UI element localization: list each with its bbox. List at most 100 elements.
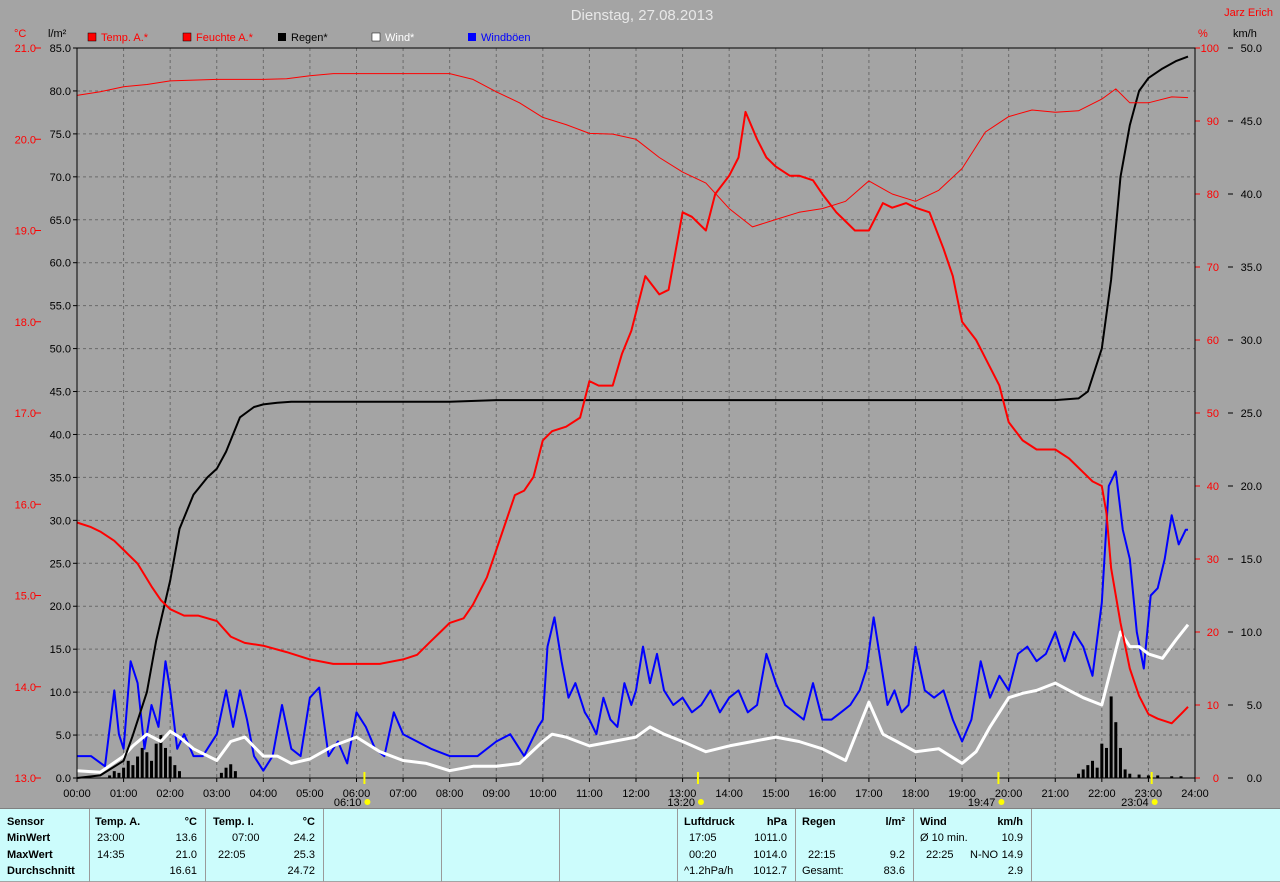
rain-bar (1114, 722, 1118, 778)
legend-swatch-rain (278, 33, 286, 41)
legend-label-wind: Wind* (385, 32, 415, 44)
row-label-max: MaxWert (7, 849, 53, 861)
humidity-tick-label: 10 (1207, 700, 1219, 712)
rain-bar (177, 771, 181, 778)
luftdruck-max-value: 1014.0 (753, 849, 787, 861)
row-label-min: MinWert (7, 832, 51, 844)
x-tick-label: 05:00 (296, 788, 324, 800)
empty-column-3 (560, 809, 678, 882)
wind-avg-value: 10.9 (1001, 832, 1023, 844)
rain-bar (145, 752, 149, 778)
temp-i-column: Temp. I. °C 07:00 24.2 22:05 25.3 24.72 (206, 809, 324, 882)
event-markers: 06:10 13:20 19:47 23:04 (334, 772, 1158, 808)
series-line-0 (76, 110, 1189, 725)
humidity-tick-label: 100 (1201, 43, 1219, 55)
temp-tick-label: 16.0 (15, 499, 36, 511)
rain-tick-label: 35.0 (50, 472, 71, 484)
x-tick-label: 19:00 (948, 788, 976, 800)
wind-max-dir: N-NO (970, 849, 999, 861)
temp-a-header: Temp. A. (95, 816, 141, 828)
rain-bar (233, 771, 237, 778)
wind-tick-label: 35.0 (1241, 262, 1262, 274)
regen-header: Regen (802, 816, 836, 828)
x-tick-label: 14:00 (715, 788, 743, 800)
x-tick-label: 02:00 (156, 788, 184, 800)
rain-bar (1179, 776, 1183, 778)
rain-tick-label: 25.0 (50, 558, 71, 570)
rain-bars (108, 696, 1183, 778)
series-line-1 (76, 73, 1189, 228)
sensor-header: Sensor (7, 816, 45, 828)
x-tick-label: 20:00 (995, 788, 1023, 800)
rain-bar (219, 772, 223, 778)
wind-tick-label: 20.0 (1241, 481, 1262, 493)
temp-axis-unit: °C (14, 28, 26, 40)
wind-tick-label: 10.0 (1241, 627, 1262, 639)
temp-a-column: Temp. A. °C 23:00 13.6 14:35 21.0 16.61 (90, 809, 206, 882)
chart-background (0, 0, 1280, 808)
marker-label: 13:20 (667, 797, 695, 808)
x-tick-label: 22:00 (1088, 788, 1116, 800)
moon-icon (1151, 799, 1158, 805)
series-line-3 (76, 623, 1190, 774)
series-line-4 (77, 470, 1188, 772)
rain-bar (1128, 773, 1132, 778)
humidity-axis-unit: % (1198, 28, 1208, 40)
regen-column: Regen l/m² 22:15 9.2 Gesamt: 83.6 (796, 809, 914, 882)
x-tick-label: 08:00 (436, 788, 464, 800)
temp-a-min-value: 13.6 (175, 832, 197, 844)
chart-grid (77, 48, 1195, 778)
rain-bar (1086, 765, 1090, 778)
wind-max-value: 14.9 (1001, 849, 1023, 861)
x-axis: 00:00 01:00 02:00 03:00 04:00 05:00 06:00 07:00… (63, 778, 1209, 800)
temp-i-max-value: 25.3 (293, 849, 315, 861)
wind-unit: km/h (997, 816, 1023, 828)
rain-bar (229, 764, 233, 778)
humidity-tick-label: 30 (1207, 554, 1219, 566)
rain-tick-label: 85.0 (50, 43, 71, 55)
x-tick-label: 18:00 (902, 788, 930, 800)
rain-bar (1118, 747, 1122, 778)
rain-bar (122, 767, 126, 778)
rain-tick-label: 75.0 (50, 129, 71, 141)
legend-label-rain: Regen* (291, 32, 328, 44)
x-tick-label: 01:00 (110, 788, 138, 800)
wind-column: Wind km/h Ø 10 min. 10.9 22:25 N-NO 14.9… (914, 809, 1032, 882)
rain-tick-label: 15.0 (50, 644, 71, 656)
rain-bar (1137, 774, 1141, 778)
rain-tick-label: 20.0 (50, 601, 71, 613)
rain-tick-label: 45.0 (50, 387, 71, 399)
rain-tick-label: 80.0 (50, 86, 71, 98)
rain-tick-label: 60.0 (50, 258, 71, 270)
rain-axis-unit: l/m² (48, 28, 67, 40)
luftdruck-min-value: 1011.0 (754, 832, 787, 844)
wind-tick-label: 50.0 (1241, 43, 1262, 55)
legend-label-temp: Temp. A.* (101, 32, 149, 44)
plot-frame (76, 47, 1196, 779)
rain-tick-label: 10.0 (50, 687, 71, 699)
legend-swatch-wind (371, 32, 381, 42)
legend-swatch-humidity (182, 32, 192, 42)
luftdruck-trend-label: ^1.2hPa/h (684, 865, 734, 877)
humidity-tick-label: 90 (1207, 116, 1219, 128)
temp-tick-label: 14.0 (15, 682, 36, 694)
author-label: Jarz Erich (1224, 7, 1273, 19)
wind-tick-label: 15.0 (1241, 554, 1262, 566)
legend: Temp. A.* Feuchte A.* Regen* Wind* Windb… (87, 32, 531, 44)
x-tick-label: 13:00 (669, 788, 697, 800)
wind-max-time: 22:25 (926, 849, 954, 861)
rain-bar (1100, 743, 1104, 778)
rain-tick-label: 5.0 (56, 730, 71, 742)
wind-mean-value: 2.9 (1007, 865, 1023, 877)
rain-bar (140, 747, 144, 778)
x-tick-label: 17:00 (855, 788, 883, 800)
rain-bar (168, 756, 172, 778)
x-tick-label: 11:00 (576, 788, 603, 800)
wind-tick-label: 25.0 (1241, 408, 1262, 420)
x-tick-label: 07:00 (389, 788, 417, 800)
temp-i-max-time: 22:05 (218, 849, 246, 861)
rain-tick-label: 55.0 (50, 301, 71, 313)
temp-tick-label: 21.0 (15, 43, 36, 55)
humidity-tick-label: 50 (1207, 408, 1219, 420)
rain-bar (108, 775, 112, 778)
